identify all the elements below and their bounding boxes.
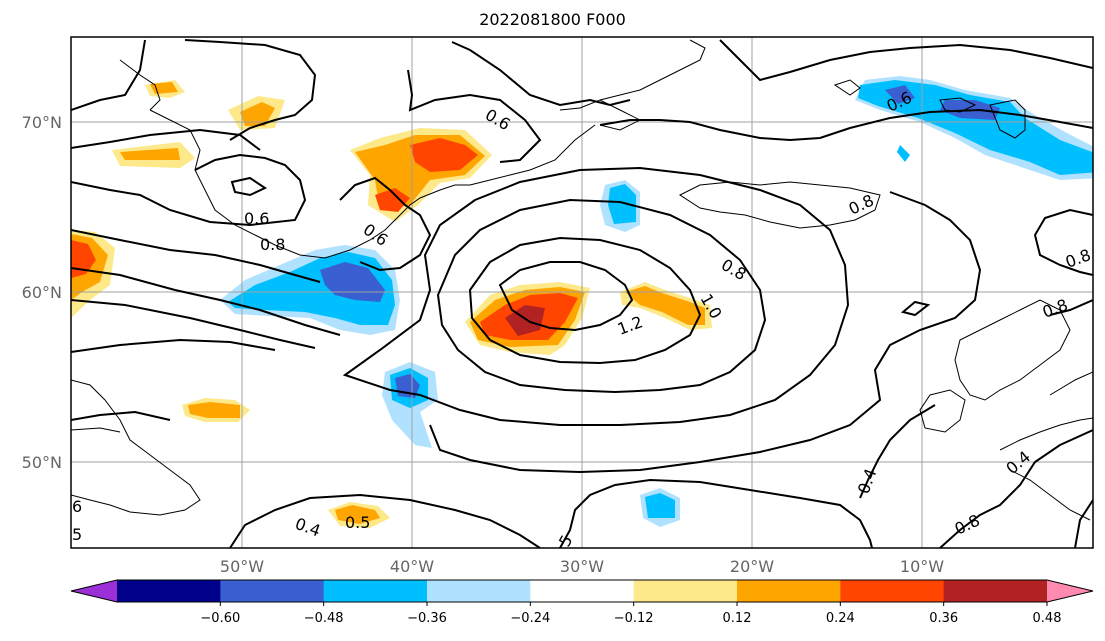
- colorbar-tick-label: 0.48: [1033, 611, 1062, 626]
- colorbar-tick-label: −0.12: [614, 611, 654, 626]
- colorbar-extend-low: [71, 580, 117, 602]
- colorbar-outline: [70, 579, 1094, 603]
- colorbar-tick-label: −0.60: [200, 611, 240, 626]
- colorbar-tick-label: 0.12: [723, 611, 752, 626]
- colorbar-extend-high: [1047, 580, 1093, 602]
- contour-label: 6: [72, 497, 82, 516]
- colorbar-segment: [323, 580, 428, 602]
- colorbar-tick-label: 0.36: [929, 611, 958, 626]
- coastlines: [71, 39, 1093, 521]
- colorbar: −0.60 −0.48 −0.36 −0.24 −0.12 0.12 0.24 0.36 0.4…: [70, 579, 1094, 626]
- lon-label-40w: 40°W: [390, 557, 434, 576]
- contour-label: 5: [72, 525, 82, 544]
- colorbar-segment: [427, 580, 531, 602]
- colorbar-segment: [943, 580, 1048, 602]
- contour-lines: [71, 39, 1093, 548]
- map-title: 2022081800 F000: [479, 10, 626, 29]
- colorbar-tick-label: −0.36: [407, 611, 447, 626]
- colorbar-segment: [220, 580, 325, 602]
- colorbar-segment: [840, 580, 945, 602]
- contour-label: 0.6: [244, 209, 269, 228]
- graticule: [71, 37, 1093, 548]
- colorbar-segment: [117, 580, 221, 602]
- lat-label-60n: 60°N: [22, 283, 62, 302]
- colorbar-tick-label: 0.24: [826, 611, 855, 626]
- lon-label-30w: 30°W: [560, 557, 604, 576]
- colorbar-tick-label: −0.48: [304, 611, 344, 626]
- lat-label-50n: 50°N: [22, 453, 62, 472]
- contour-label: 0.8: [260, 235, 285, 254]
- lon-label-20w: 20°W: [730, 557, 774, 576]
- lon-label-10w: 10°W: [900, 557, 944, 576]
- map-frame: [70, 36, 1094, 549]
- colorbar-segment: [737, 580, 841, 602]
- colorbar-segment: [633, 580, 738, 602]
- colorbar-tick-label: −0.24: [510, 611, 550, 626]
- contour-label: 0.5: [345, 513, 370, 532]
- colorbar-segment: [530, 580, 635, 602]
- lat-label-70n: 70°N: [22, 113, 62, 132]
- lon-label-50w: 50°W: [220, 557, 264, 576]
